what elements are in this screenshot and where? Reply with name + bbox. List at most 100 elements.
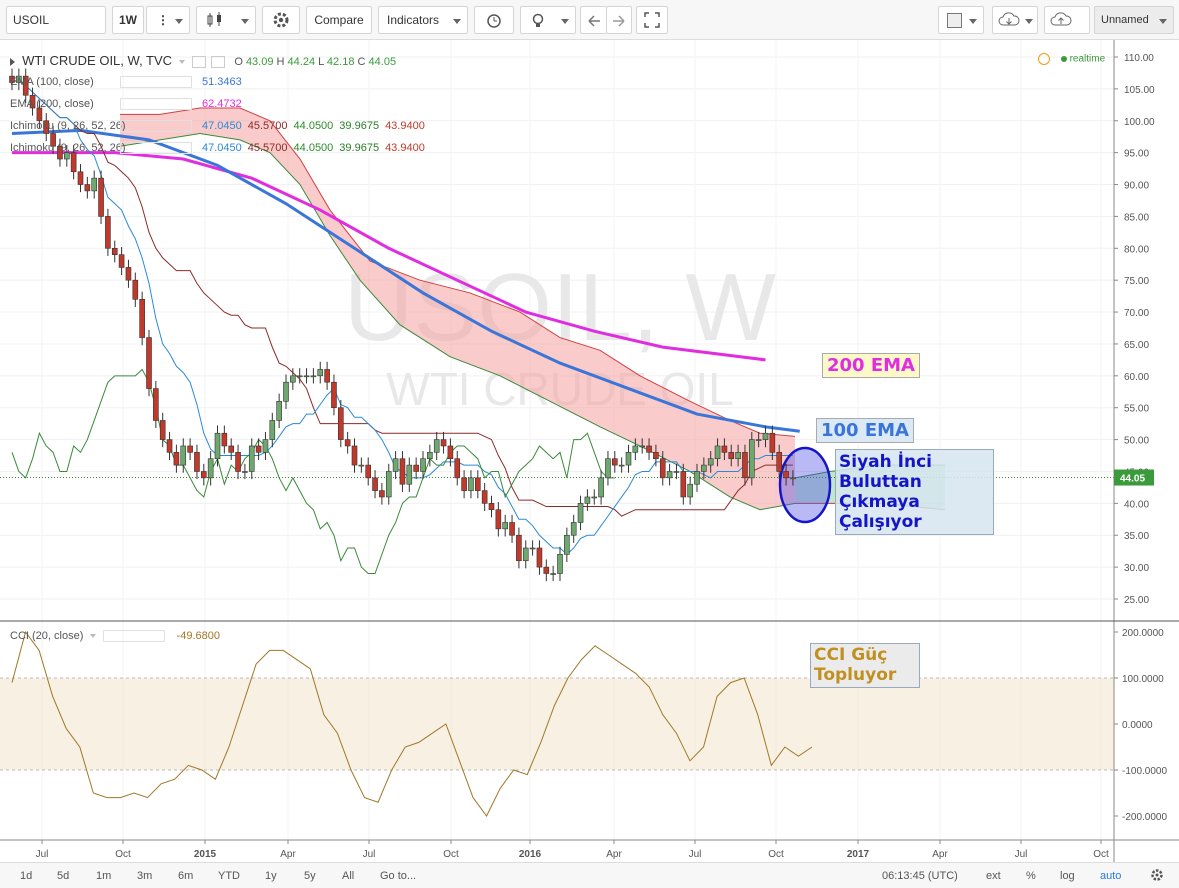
range-button-5y[interactable]: 5y [304, 870, 316, 882]
candle-up [591, 496, 598, 499]
gear-icon[interactable] [211, 56, 226, 69]
time-tick-label: 2017 [847, 849, 870, 860]
candle-up [64, 152, 70, 160]
candle-up [762, 432, 769, 440]
ema100-line [11, 128, 800, 433]
range-button-3m[interactable]: 3m [137, 870, 153, 882]
time-tick-label: Oct [443, 849, 459, 860]
interval-dropdown-button[interactable]: ⋮ [146, 6, 190, 34]
indicator-legend-row[interactable]: Ichimoku (9, 26, 52, 26) 47.0450 45.5700 44… [10, 142, 431, 155]
candle-up [735, 452, 741, 460]
chevron-down-icon[interactable] [90, 634, 97, 639]
interval-select[interactable]: 1W [112, 6, 144, 34]
lightbulb-icon [532, 13, 544, 27]
price-tick-label: 80.00 [1124, 244, 1149, 255]
chart-canvas[interactable]: USOIL, W WTI CRUDE OIL 200.0000100.00000… [0, 40, 1179, 862]
candle-up [214, 432, 221, 460]
goto-button[interactable]: Go to... [380, 870, 417, 882]
price-tick-label: 30.00 [1124, 563, 1149, 574]
candle-up [714, 445, 721, 460]
load-chart-button[interactable] [992, 6, 1038, 34]
candle-up [694, 471, 700, 485]
candle-up [427, 452, 433, 460]
candle-down [22, 75, 29, 96]
note-line-2: Buluttan [839, 472, 922, 492]
realtime-status[interactable]: realtime [1038, 53, 1105, 65]
fullscreen-button[interactable] [636, 6, 668, 34]
cci-note-line-1: CCI Güç [814, 645, 888, 665]
legend-action-icons[interactable] [120, 120, 192, 133]
main-legend: WTI CRUDE OIL, W, TVC O 43.09 H 44.24 L … [10, 53, 396, 69]
layout-button[interactable] [938, 6, 984, 34]
range-button-1y[interactable]: 1y [265, 870, 277, 882]
chevron-down-icon [1025, 19, 1033, 24]
alert-button[interactable] [474, 6, 514, 34]
range-button-ytd[interactable]: YTD [218, 870, 240, 882]
ohlc-close-label: C [357, 56, 366, 68]
candle-down [488, 503, 495, 511]
save-chart-button[interactable] [1044, 6, 1090, 34]
candle-up [420, 458, 426, 472]
chikou-line [11, 368, 615, 574]
legend-action-icons[interactable] [120, 76, 192, 89]
redo-button[interactable] [606, 6, 632, 34]
cci-note-line-2: Topluyor [814, 665, 897, 685]
range-button-6m[interactable]: 6m [178, 870, 194, 882]
chart-area[interactable]: USOIL, W WTI CRUDE OIL 200.0000100.00000… [0, 40, 1179, 862]
auto-toggle[interactable]: auto [1100, 870, 1122, 882]
candle-down [29, 94, 36, 109]
range-button-5d[interactable]: 5d [57, 870, 70, 882]
candle-up [748, 439, 755, 479]
log-toggle[interactable]: log [1060, 870, 1075, 882]
candle-down [783, 471, 789, 479]
ideas-button[interactable] [520, 6, 576, 34]
chart-style-button[interactable] [196, 6, 256, 34]
indicators-button[interactable]: Indicators [378, 6, 468, 34]
indicator-value: 44.0500 [293, 120, 334, 132]
legend-action-icons[interactable] [103, 630, 166, 643]
gear-icon [273, 12, 289, 28]
chart-settings-button[interactable] [262, 6, 300, 34]
candle-down [166, 439, 173, 453]
undo-button[interactable] [580, 6, 606, 34]
indicator-legend-row[interactable]: EMA (100, close) 51.3463 [10, 76, 248, 89]
gear-icon[interactable] [1150, 868, 1164, 882]
indicator-legend-row[interactable]: Ichimoku (9, 26, 52, 26) 47.0450 45.5700 44… [10, 120, 431, 133]
candle-down [70, 152, 77, 173]
bottom-toolbar: 1d 5d 1m 3m 6m YTD 1y 5y All Go to... 06:13:45 (… [0, 862, 1179, 888]
range-button-1m[interactable]: 1m [96, 870, 112, 882]
price-axis[interactable]: 110.00 105.00 100.00 95.00 90.00 85.00 80.00 75… [1113, 40, 1155, 862]
candle-up [625, 452, 632, 466]
candle-down [611, 458, 618, 466]
candle-up [269, 420, 276, 440]
candle-down [680, 471, 687, 498]
ohlc-high-value: 44.24 [287, 56, 316, 68]
collapse-arrow-icon[interactable] [10, 58, 15, 67]
chevron-down-icon[interactable] [179, 60, 186, 65]
indicator-legend-row[interactable]: EMA (200, close) 62.4732 [10, 98, 248, 111]
candle-down [728, 452, 735, 460]
ema200-line [12, 151, 766, 362]
legend-action-icons[interactable] [120, 98, 192, 111]
time-axis[interactable]: Jul Oct 2015 Apr Jul Oct 2016 Apr Jul Oct 2017 Apr J… [0, 839, 1179, 860]
candle-up [276, 401, 282, 421]
candle-up [358, 464, 365, 467]
compare-button[interactable]: Compare [306, 6, 372, 34]
candles-icon [207, 12, 221, 27]
candle-down [105, 216, 111, 249]
candle-up [310, 375, 317, 378]
candle-up [392, 458, 399, 472]
range-button-1d[interactable]: 1d [20, 870, 33, 882]
symbol-search[interactable]: USOIL [6, 6, 106, 34]
candle-down [659, 458, 666, 479]
price-tick-label: 85.00 [1124, 212, 1149, 223]
ext-toggle[interactable]: ext [986, 870, 1001, 882]
percent-toggle[interactable]: % [1026, 870, 1036, 882]
indicator-value: 39.9675 [339, 142, 380, 154]
legend-action-icons[interactable] [120, 142, 192, 155]
layout-name-button[interactable]: Unnamed [1094, 6, 1174, 34]
range-button-all[interactable]: All [342, 870, 355, 882]
candle-up [296, 375, 303, 378]
cci-tick-label: -200.0000 [1122, 812, 1167, 823]
eye-icon[interactable] [192, 56, 207, 69]
